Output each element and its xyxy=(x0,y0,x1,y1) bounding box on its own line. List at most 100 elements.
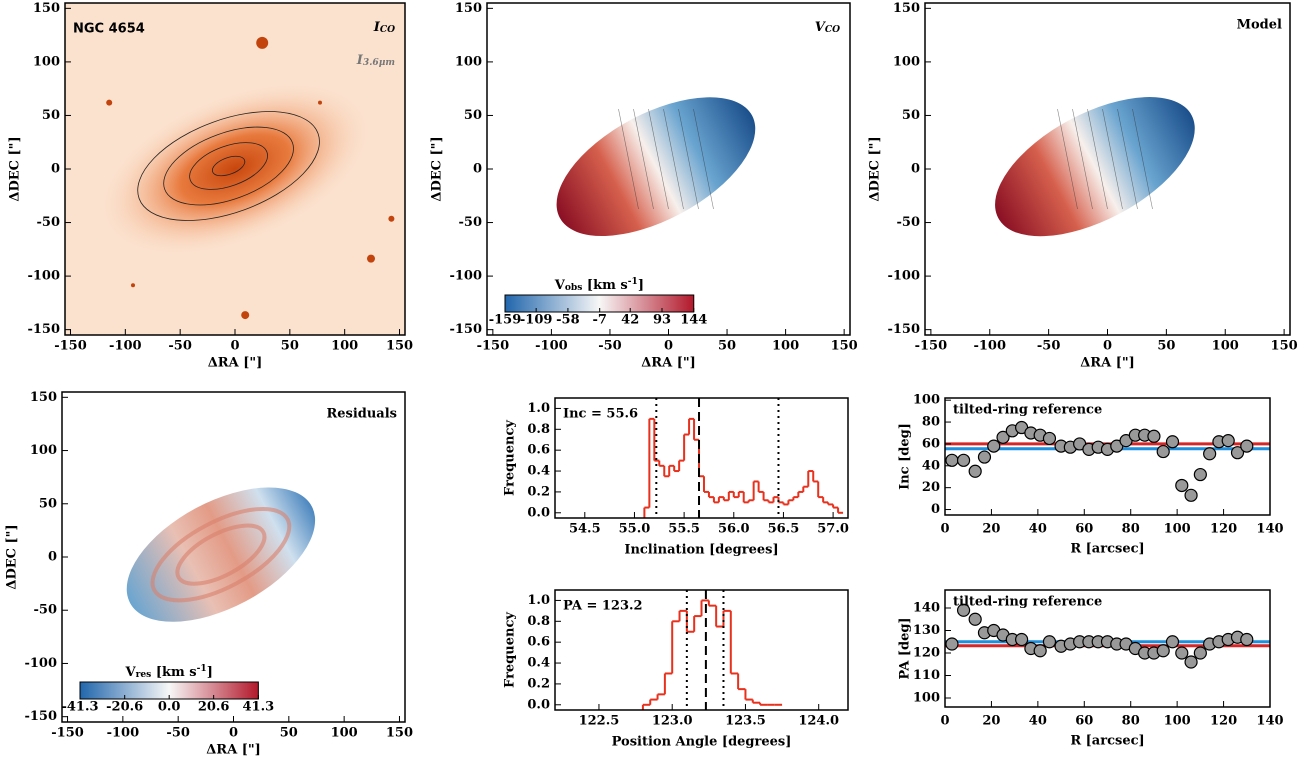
galaxy-glow xyxy=(99,82,371,256)
contour xyxy=(189,142,268,190)
y-tick-label: 50 xyxy=(902,108,920,123)
iso-velocity xyxy=(663,108,684,210)
y-tick-label: 0.6 xyxy=(527,635,550,650)
y-tick-label: 0 xyxy=(911,162,920,177)
y-tick-label: 150 xyxy=(455,1,482,16)
x-tick-label: 60 xyxy=(1075,522,1093,537)
y-tick-label: 50 xyxy=(464,108,482,123)
label-part: -1 xyxy=(628,276,638,287)
point xyxy=(987,439,1001,453)
x-tick-label: 150 xyxy=(386,339,413,354)
x-tick-label: 80 xyxy=(1122,522,1140,537)
point xyxy=(1230,446,1245,460)
y-tick-label: 100 xyxy=(33,54,60,69)
x-tick-label: 50 xyxy=(1157,339,1175,354)
panel-title: Residuals xyxy=(326,407,397,422)
point xyxy=(1175,646,1189,660)
point xyxy=(1042,431,1057,446)
plot-area xyxy=(995,97,1195,237)
colorbar-tick-label: -20.6 xyxy=(106,700,143,715)
y-tick-label: 80 xyxy=(922,415,940,430)
y-axis-label: ΔDEC ["] xyxy=(8,136,23,201)
label-part: CO xyxy=(825,24,840,35)
y-tick-label: 0.2 xyxy=(527,484,550,499)
y-tick-label: 100 xyxy=(455,54,482,69)
y-axis-label: ΔDEC ["] xyxy=(5,524,20,589)
point xyxy=(1240,632,1254,647)
iso-velocity xyxy=(618,108,639,210)
y-axis-label: Frequency xyxy=(503,420,518,496)
x-axis-label: R [arcsec] xyxy=(1070,542,1144,557)
y-tick-label: 130 xyxy=(913,623,940,638)
star xyxy=(388,215,395,222)
panel-annotation: I3.6μm xyxy=(356,53,396,69)
point xyxy=(1175,478,1189,493)
label-part: I xyxy=(356,53,364,68)
y-tick-label: 100 xyxy=(913,691,940,706)
point xyxy=(1165,435,1180,449)
iso-velocity xyxy=(1102,108,1123,210)
x-tick-label: 0 xyxy=(1103,339,1112,354)
y-axis-label: Frequency xyxy=(503,612,518,688)
x-tick-label: -100 xyxy=(535,339,568,354)
point xyxy=(968,612,982,626)
x-tick-label: 0 xyxy=(940,714,949,729)
contour xyxy=(211,155,246,177)
y-tick-label: 0.0 xyxy=(527,697,550,712)
star xyxy=(318,100,322,105)
point xyxy=(1165,635,1180,649)
x-axis-label: ΔRA ["] xyxy=(1080,356,1135,371)
label-part: [km s xyxy=(582,278,627,293)
iso-velocity xyxy=(1117,108,1138,210)
x-tick-label: 60 xyxy=(1075,714,1093,729)
x-tick-label: 0 xyxy=(230,339,239,354)
x-tick-label: 124.0 xyxy=(798,714,839,729)
x-tick-label: 56.0 xyxy=(718,522,750,537)
y-tick-label: 0.4 xyxy=(527,464,550,479)
x-tick-label: -150 xyxy=(54,339,87,354)
x-tick-label: 122.5 xyxy=(579,714,620,729)
y-tick-label: 140 xyxy=(913,601,940,616)
y-tick-label: 0 xyxy=(51,162,60,177)
y-tick-label: 0.2 xyxy=(527,676,550,691)
x-tick-label: 50 xyxy=(280,726,298,741)
y-tick-label: 0 xyxy=(931,502,940,517)
x-tick-label: 0 xyxy=(940,522,949,537)
colorbar-tick-label: 0.0 xyxy=(158,700,181,715)
iso-velocity xyxy=(648,108,669,210)
iso-velocity xyxy=(1057,108,1078,210)
y-tick-label: -150 xyxy=(27,322,60,337)
colorbar-tick-label: 42 xyxy=(621,313,639,328)
iso-velocity xyxy=(1087,108,1108,210)
x-tick-label: 40 xyxy=(1029,714,1047,729)
velocity-field xyxy=(995,97,1195,237)
point xyxy=(1033,644,1047,658)
y-tick-label: 150 xyxy=(33,1,60,16)
y-tick-label: 0 xyxy=(473,162,482,177)
y-tick-label: 0.4 xyxy=(527,656,550,671)
star xyxy=(131,283,135,288)
label-part: res xyxy=(136,669,152,680)
y-tick-label: 100 xyxy=(30,443,57,458)
x-axis-label: Inclination [degrees] xyxy=(624,543,778,558)
x-tick-label: 150 xyxy=(831,339,858,354)
x-tick-label: 50 xyxy=(281,339,299,354)
plot-area xyxy=(126,487,316,622)
y-tick-label: 0 xyxy=(48,550,57,565)
label-part: I xyxy=(373,20,381,35)
x-tick-label: 100 xyxy=(772,339,799,354)
y-tick-label: -150 xyxy=(24,709,57,724)
plot-area xyxy=(641,590,783,710)
label-part: ] xyxy=(638,278,644,293)
label-part: [km s xyxy=(151,665,196,680)
y-axis-label: Inc [deg] xyxy=(898,423,913,490)
y-tick-label: 150 xyxy=(893,1,920,16)
label-part: V xyxy=(554,278,566,293)
y-tick-label: -50 xyxy=(459,215,483,230)
x-tick-label: 100 xyxy=(331,726,358,741)
colorbar-tick-label: -7 xyxy=(592,313,606,328)
y-tick-label: 50 xyxy=(42,108,60,123)
point xyxy=(1193,467,1207,482)
x-tick-label: 123.0 xyxy=(652,714,693,729)
y-tick-label: -100 xyxy=(449,269,482,284)
